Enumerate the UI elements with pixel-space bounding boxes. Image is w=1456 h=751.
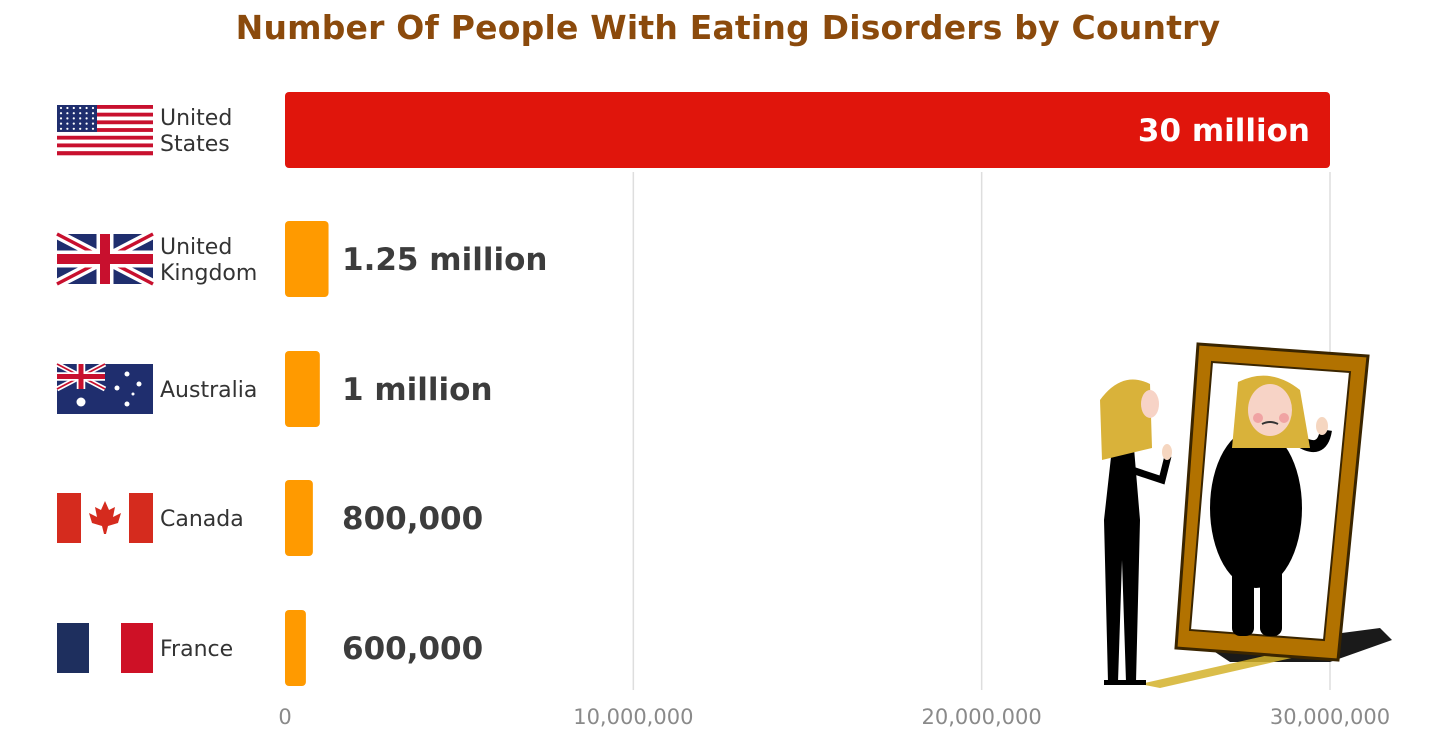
bar — [285, 351, 320, 427]
data-label: 600,000 — [342, 631, 483, 667]
category-label: States — [160, 132, 230, 157]
us-flag — [57, 105, 153, 156]
category-label: Kingdom — [160, 261, 257, 286]
value-labels: 30 million 1.25 million 1 million 800,000 60… — [342, 113, 1310, 667]
data-label: 1 million — [342, 372, 493, 408]
bar — [285, 221, 329, 297]
category-label: Canada — [160, 507, 244, 532]
category-label: United — [160, 106, 232, 131]
data-label: 30 million — [1138, 113, 1310, 149]
bar — [285, 92, 1330, 168]
x-tick-label: 0 — [278, 705, 291, 729]
woman-looking-in-mirror-illustration — [1100, 342, 1392, 688]
x-tick-label: 20,000,000 — [922, 705, 1042, 729]
x-axis-ticks: 0 10,000,000 20,000,000 30,000,000 — [278, 705, 1390, 729]
data-label: 1.25 million — [342, 242, 547, 278]
category-labels: UnitedStatesUnitedKingdomAustraliaCanada… — [160, 106, 257, 662]
category-label: Australia — [160, 378, 257, 403]
category-label: United — [160, 235, 232, 260]
data-label: 800,000 — [342, 501, 483, 537]
bar — [285, 610, 306, 686]
canada-flag — [57, 493, 153, 543]
flags — [54, 105, 156, 673]
bars — [285, 92, 1330, 686]
australia-flag — [55, 361, 153, 414]
bar — [285, 480, 313, 556]
x-tick-label: 10,000,000 — [573, 705, 693, 729]
chart-title: Number Of People With Eating Disorders b… — [235, 8, 1221, 47]
france-flag — [57, 623, 153, 673]
x-tick-label: 30,000,000 — [1270, 705, 1390, 729]
uk-flag — [54, 229, 156, 289]
category-label: France — [160, 637, 233, 662]
